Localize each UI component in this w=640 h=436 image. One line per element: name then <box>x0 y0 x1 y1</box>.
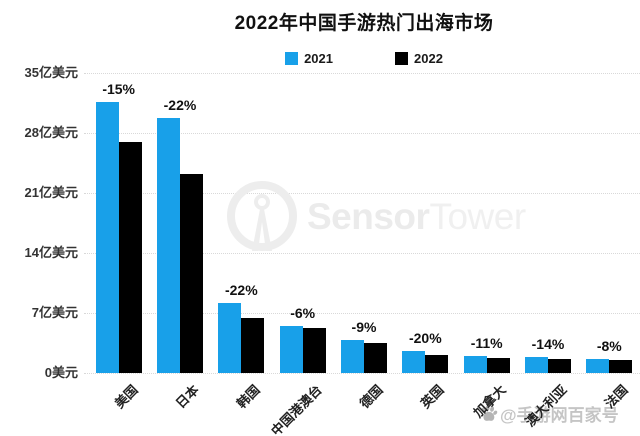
bar-2021 <box>279 325 303 373</box>
bar-2021 <box>524 357 548 373</box>
y-axis-tick-label: 28亿美元 <box>24 125 78 140</box>
bar-2022 <box>547 359 571 373</box>
bar-group: -22% 韩国 <box>211 73 272 411</box>
bar-2021 <box>402 350 426 373</box>
bar-2022 <box>425 355 449 373</box>
sensortower-logo-icon <box>227 181 297 251</box>
change-label: -8% <box>596 337 622 354</box>
legend-item-2022: 2022 <box>395 51 443 66</box>
x-axis-label: 日本 <box>172 382 202 412</box>
bar-2021 <box>95 102 119 373</box>
bar-2021 <box>156 118 180 373</box>
change-label: -9% <box>351 318 377 335</box>
change-label: -22% <box>224 281 258 298</box>
legend-item-2021: 2021 <box>285 51 333 66</box>
gridline <box>84 313 640 314</box>
legend: 2021 2022 <box>88 51 640 66</box>
bar-2022 <box>363 342 387 373</box>
sensortower-watermark: SensorTower <box>225 179 526 255</box>
legend-label-2021: 2021 <box>304 51 333 66</box>
baidu-paw-icon <box>481 405 498 421</box>
bar-2022 <box>118 142 142 373</box>
bar-2022 <box>179 174 203 373</box>
change-label: -20% <box>408 329 442 346</box>
bar-group: -8% 法国 <box>579 73 640 411</box>
sensortower-wordmark: SensorTower <box>307 196 526 237</box>
source-watermark: @手游网百家号 <box>479 401 619 426</box>
bar-group: -22% 日本 <box>149 73 210 411</box>
bar-2021 <box>586 358 610 373</box>
bar-2021 <box>218 302 242 373</box>
x-axis-label: 美国 <box>111 382 141 412</box>
bar-2021 <box>463 355 487 373</box>
gridlines <box>84 73 640 374</box>
y-axis-tick-label: 14亿美元 <box>24 245 78 260</box>
gridline <box>84 373 640 374</box>
y-axis-labels: 35亿美元 28亿美元 21亿美元 14亿美元 7亿美元 0美元 <box>0 0 78 436</box>
change-label: -22% <box>163 97 197 114</box>
y-axis-tick-label: 7亿美元 <box>31 305 78 320</box>
y-axis-tick-label: 35亿美元 <box>24 65 78 80</box>
bar-group: -14% 澳大利亚 <box>517 73 578 430</box>
legend-label-2022: 2022 <box>414 51 443 66</box>
chart-title: 2022年中国手游热门出海市场 <box>234 13 494 34</box>
gridline <box>84 73 640 74</box>
gridline <box>84 253 640 254</box>
gridline <box>84 133 640 134</box>
change-label: -15% <box>102 81 135 98</box>
bar-group: -9% 德国 <box>333 73 394 411</box>
y-axis-tick-label: 0美元 <box>44 365 78 380</box>
legend-swatch-2022-icon <box>395 52 408 65</box>
gridline <box>84 193 640 194</box>
change-label: -6% <box>290 304 316 321</box>
bar-group: -6% 中国港澳台 <box>268 73 333 436</box>
bar-group: -20% 英国 <box>395 73 456 411</box>
x-axis-label: 韩国 <box>234 382 264 412</box>
plot-area: -15% 美国 -22% 日本 -22% 韩国 -6% 中国港澳台 -9% 德国 -20% 英国 -11… <box>88 73 640 436</box>
bar-2021 <box>340 339 364 373</box>
y-axis-tick-label: 21亿美元 <box>24 185 78 200</box>
bar-2022 <box>241 318 265 373</box>
bar-2022 <box>609 359 633 373</box>
source-watermark-text: @手游网百家号 <box>500 406 619 425</box>
bar-group: -11% 加拿大 <box>456 73 517 420</box>
bar-2022 <box>302 328 326 373</box>
x-axis-label: 中国港澳台 <box>267 382 325 436</box>
change-label: -11% <box>470 334 503 351</box>
change-label: -14% <box>531 336 565 353</box>
x-axis-label: 英国 <box>418 382 448 412</box>
bar-2022 <box>486 357 510 373</box>
x-axis-label: 德国 <box>356 382 386 412</box>
legend-swatch-2021-icon <box>285 52 299 65</box>
bar-group: -15% 美国 <box>88 73 149 411</box>
